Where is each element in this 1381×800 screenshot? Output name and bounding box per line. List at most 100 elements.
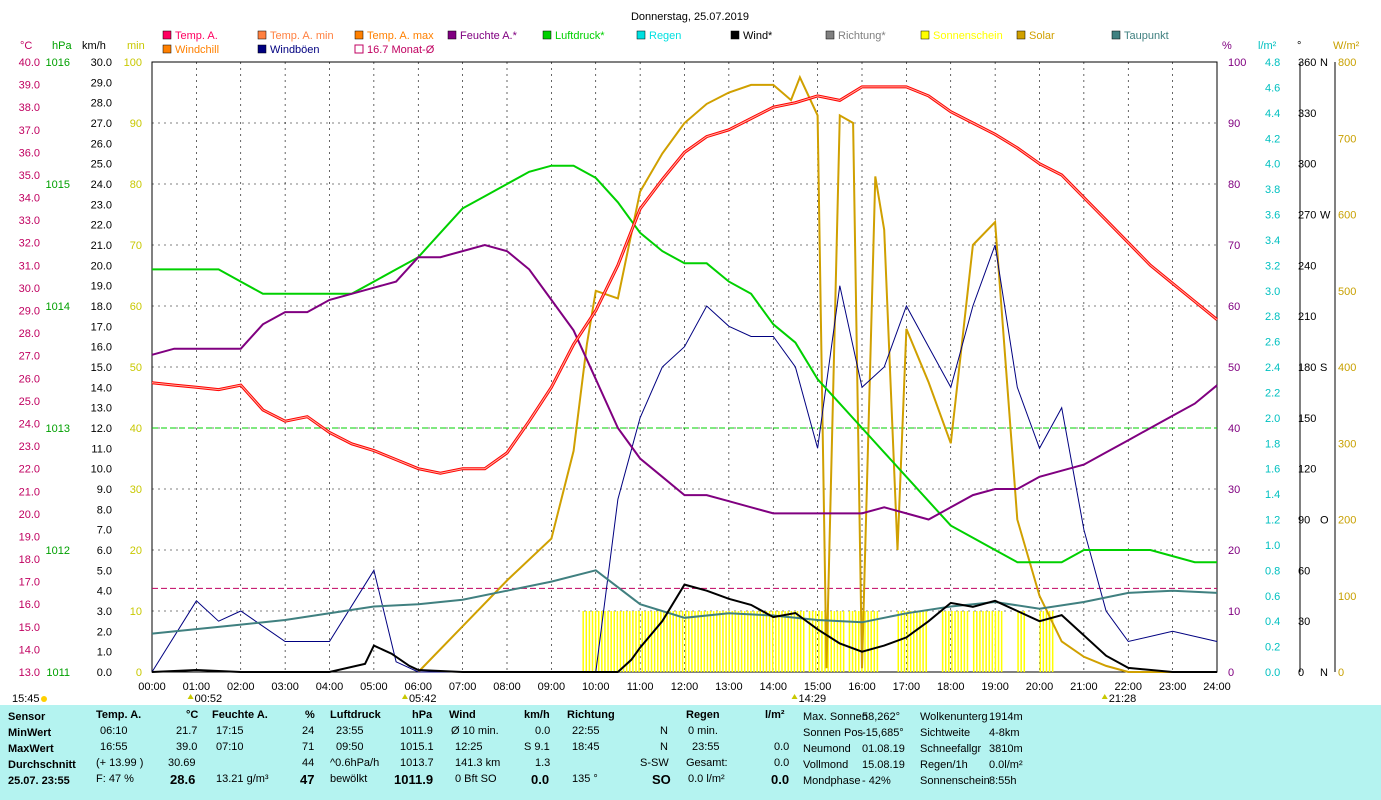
axis-unit-label: hPa	[52, 40, 72, 52]
axis-tick-label: 1.6	[1265, 464, 1280, 476]
axis-tick-label: 30.0	[19, 283, 40, 295]
sunshine-bar	[988, 611, 990, 672]
x-tick-label: 11:00	[627, 681, 654, 693]
sunshine-bar	[653, 611, 656, 672]
axis-tick-label: 210	[1298, 311, 1316, 323]
sunshine-bar	[1020, 611, 1022, 672]
compass-label: S	[1320, 362, 1327, 374]
axis-tick-label: 0.0	[97, 667, 112, 679]
wolken-val: 1914m	[989, 711, 1023, 723]
x-tick-label: 12:00	[671, 681, 699, 693]
axis-tick-label: 0.0	[1265, 667, 1280, 679]
sunshine-bar	[963, 611, 966, 672]
sunshine-bar	[1048, 611, 1051, 672]
axis-tick-label: 6.0	[97, 545, 112, 557]
axis-tick-label: 14.0	[19, 644, 40, 656]
x-tick-label: 23:00	[1159, 681, 1187, 693]
legend-label: Richtung*	[838, 30, 886, 42]
axis-tick-label: 100	[1338, 591, 1356, 603]
luftdruck-max-time: 09:50	[336, 741, 364, 753]
axis-tick-label: 30	[1228, 484, 1240, 496]
sunshine-bar	[821, 611, 823, 672]
regen-total-val: 0.0	[774, 757, 790, 769]
x-tick-label: 01:00	[183, 681, 211, 693]
regen-unit: l/m²	[765, 709, 785, 721]
sunshine-bar	[716, 611, 718, 672]
axis-tick-label: 26.0	[19, 373, 40, 385]
legend-label: Feuchte A.*	[460, 30, 518, 42]
axis-tick-label: 30	[1298, 616, 1310, 628]
axis-unit-label: km/h	[82, 40, 106, 52]
temp-min-time: 06:10	[100, 725, 128, 737]
sunshine-bar	[731, 611, 734, 672]
sunshine-bar	[979, 611, 981, 672]
sunshine-bar	[814, 611, 817, 672]
legend-label: Windböen	[270, 44, 320, 56]
axis-tick-label: 19.0	[91, 281, 112, 293]
axis-tick-label: 700	[1338, 133, 1356, 145]
sunshine-bar	[960, 611, 963, 672]
temp-max-val: 39.0	[176, 741, 198, 753]
sunshine-bar	[775, 611, 777, 672]
sunshine-bar	[672, 611, 675, 672]
axis-tick-label: 18.0	[19, 554, 40, 566]
legend-marker	[920, 30, 930, 40]
wind-bft: 0 Bft SO	[455, 773, 497, 785]
sun-labels: Max. Sonnen Sonnen Pos Neumond Vollmond …	[803, 709, 868, 789]
sunshine-bar	[759, 611, 761, 672]
sunshine-bar	[944, 611, 947, 672]
compass-label: O	[1320, 515, 1329, 527]
axis-tick-label: 4.6	[1265, 82, 1280, 94]
regen-max-val: 0.0	[774, 741, 790, 753]
axis-tick-label: 300	[1298, 159, 1316, 171]
sunshine-bar	[966, 611, 969, 672]
legend-marker	[542, 30, 552, 40]
x-tick-label: 10:00	[582, 681, 610, 693]
sunshine-bar	[858, 611, 860, 672]
stats-footer: Sensor MinWert MaxWert Durchschnitt 25.0…	[0, 705, 1381, 800]
feuchte-avg-val: 44	[302, 757, 315, 769]
sunshine-bar	[997, 611, 1000, 672]
sunshine-bar	[725, 611, 727, 672]
sun-pos-label: Sonnen Pos	[803, 727, 863, 739]
schnee-val: 3810m	[989, 743, 1023, 755]
sunshine-bar	[824, 611, 826, 672]
temp-avg-delta: (+ 13.99 )	[96, 757, 144, 769]
sunshine-bar	[762, 611, 765, 672]
sunshine-bar	[1051, 611, 1054, 672]
sunshine-bar	[619, 611, 622, 672]
sunshine-bar	[734, 611, 737, 672]
axis-tick-label: 1.8	[1265, 438, 1280, 450]
sunshine-bar	[909, 611, 912, 672]
sunshine-bar	[722, 611, 724, 672]
sunshine-bar	[616, 611, 619, 672]
sunshine-bar	[712, 611, 715, 672]
axis-tick-label: 500	[1338, 286, 1356, 298]
axis-tick-label: 22.0	[19, 464, 40, 476]
neumond-val: 01.08.19	[862, 743, 905, 755]
axis-tick-label: 28.0	[91, 98, 112, 110]
legend-label: Solar	[1029, 30, 1055, 42]
regen1h-val: 0.0l/m²	[989, 759, 1023, 771]
axis-tick-label: 180	[1298, 362, 1316, 374]
axis-tick-label: 3.0	[1265, 286, 1280, 298]
luftdruck-unit: hPa	[412, 709, 433, 721]
axis-tick-label: 33.0	[19, 215, 40, 227]
axis-tick-label: 40	[1228, 423, 1240, 435]
axis-tick-label: 36.0	[19, 147, 40, 159]
axis-tick-label: 14.0	[91, 382, 112, 394]
x-tick-label: 05:00	[360, 681, 388, 693]
temp-unit: °C	[186, 709, 199, 721]
series-windboeen	[151, 244, 1218, 673]
misc-values: 1914m 4-8km 3810m 0.0l/m² 8:55h	[989, 709, 1023, 789]
sun-max-val: 58,262°	[862, 711, 901, 723]
axis-tick-label: 34.0	[19, 193, 40, 205]
sunshine-bar	[638, 611, 640, 672]
axis-tick-label: 0.2	[1265, 642, 1280, 654]
axis-tick-label: 300	[1338, 438, 1356, 450]
x-tick-label: 17:00	[893, 681, 921, 693]
axis-tick-label: 7.0	[97, 525, 112, 537]
luftdruck-current-val: 1011.9	[394, 772, 434, 787]
wind-run: 141.3 km	[455, 757, 501, 769]
x-tick-label: 19:00	[981, 681, 1009, 693]
